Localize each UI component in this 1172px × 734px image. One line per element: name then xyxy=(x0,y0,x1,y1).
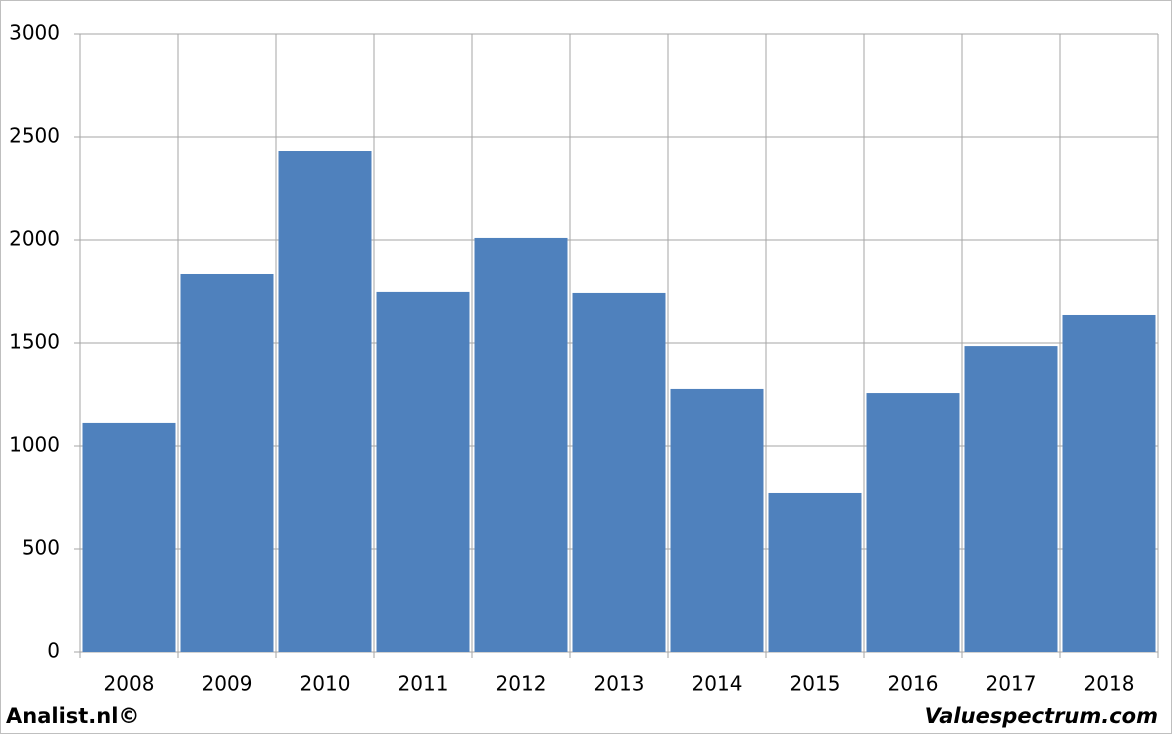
y-tick-label: 500 xyxy=(22,536,60,560)
y-tick-label: 2000 xyxy=(9,227,60,251)
x-tick-label: 2014 xyxy=(692,672,743,696)
source: Analist.nl© xyxy=(6,704,139,728)
x-tick-label: 2015 xyxy=(790,672,841,696)
y-tick-label: 2500 xyxy=(9,124,60,148)
y-tick-label: 1000 xyxy=(9,433,60,457)
x-tick-label: 2018 xyxy=(1084,672,1135,696)
bar xyxy=(278,151,372,652)
bar xyxy=(964,346,1058,652)
bar xyxy=(180,273,274,652)
credit: Valuespectrum.com xyxy=(925,704,1158,728)
x-tick-label: 2009 xyxy=(202,672,253,696)
x-tick-label: 2011 xyxy=(398,672,449,696)
bar xyxy=(1062,314,1156,652)
y-tick-label: 1500 xyxy=(9,330,60,354)
bar xyxy=(866,393,960,652)
x-tick-label: 2010 xyxy=(300,672,351,696)
bar xyxy=(82,422,176,652)
y-tick-label: 0 xyxy=(47,639,60,663)
y-tick-label: 3000 xyxy=(9,21,60,45)
bar xyxy=(474,237,568,652)
bar xyxy=(572,292,666,652)
x-tick-label: 2016 xyxy=(888,672,939,696)
bar xyxy=(376,291,470,652)
x-tick-label: 2013 xyxy=(594,672,645,696)
bar xyxy=(768,492,862,652)
x-tick-label: 2017 xyxy=(986,672,1037,696)
x-tick-label: 2012 xyxy=(496,672,547,696)
x-tick-label: 2008 xyxy=(104,672,155,696)
bar xyxy=(670,388,764,652)
